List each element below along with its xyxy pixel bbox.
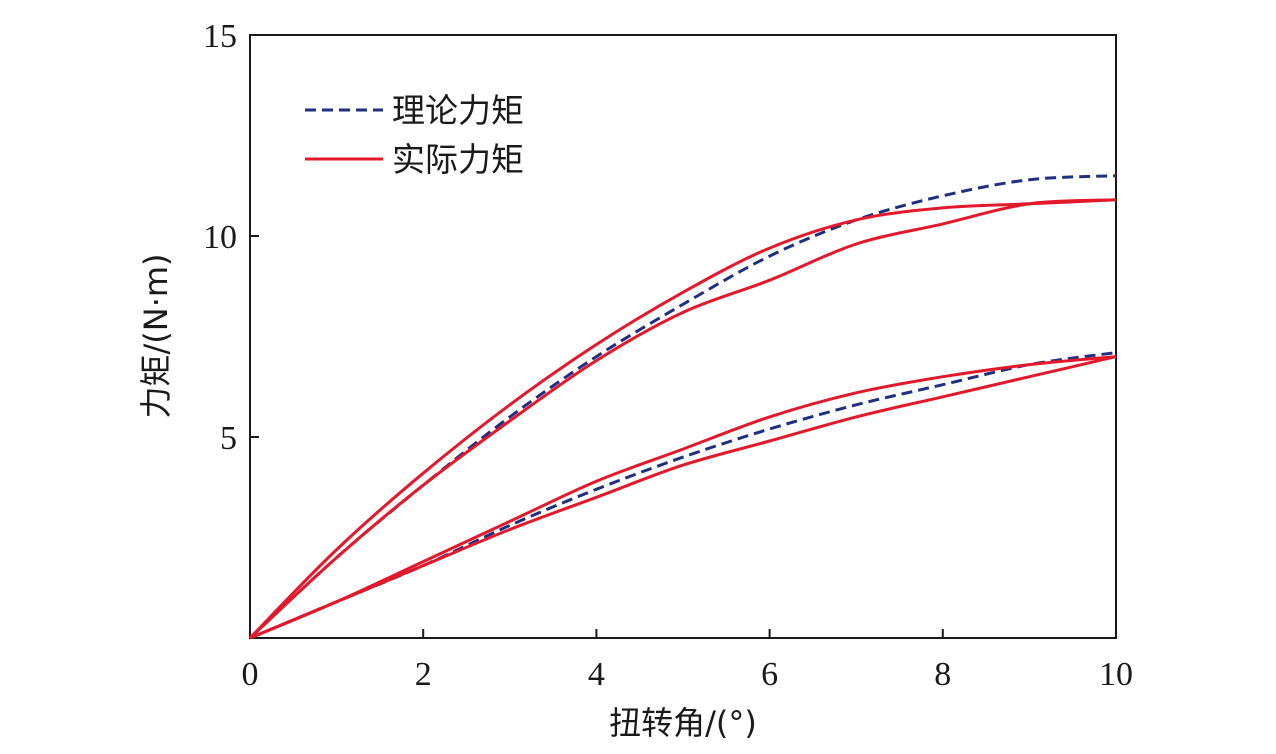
y-axis-title: 力矩/(N·m) — [137, 253, 175, 418]
x-tick-label: 2 — [415, 656, 432, 693]
plot-area-frame — [249, 34, 1117, 639]
actual-torque-loop2-lower-line — [249, 355, 1117, 640]
y-tick-label: 15 — [203, 18, 237, 55]
legend-label-theoretical: 理论力矩 — [392, 91, 524, 130]
series-layer — [248, 174, 1117, 640]
x-tick-label: 10 — [1099, 656, 1133, 693]
legend-label-actual: 实际力矩 — [392, 140, 524, 179]
actual-torque-loop2-upper-line — [249, 355, 1117, 640]
y-tick-label: 5 — [220, 420, 237, 457]
x-tick-label: 8 — [934, 656, 951, 693]
y-tick-label: 10 — [203, 219, 237, 256]
x-tick-label: 4 — [588, 656, 605, 693]
x-axis-title: 扭转角/(°) — [609, 704, 757, 742]
actual-torque-loop1-upper-line — [248, 198, 1117, 640]
x-tick-label: 0 — [242, 656, 259, 693]
theoretical-torque-loop1-lower-line — [249, 351, 1117, 640]
theoretical-torque-loop1-upper-line — [248, 174, 1117, 640]
x-tick-label: 6 — [761, 656, 778, 693]
actual-torque-loop1-lower-line — [248, 198, 1117, 640]
legend: 理论力矩 实际力矩 — [305, 91, 524, 179]
axis-ticks: 0 2 4 6 8 10 5 10 15 — [203, 18, 1133, 693]
